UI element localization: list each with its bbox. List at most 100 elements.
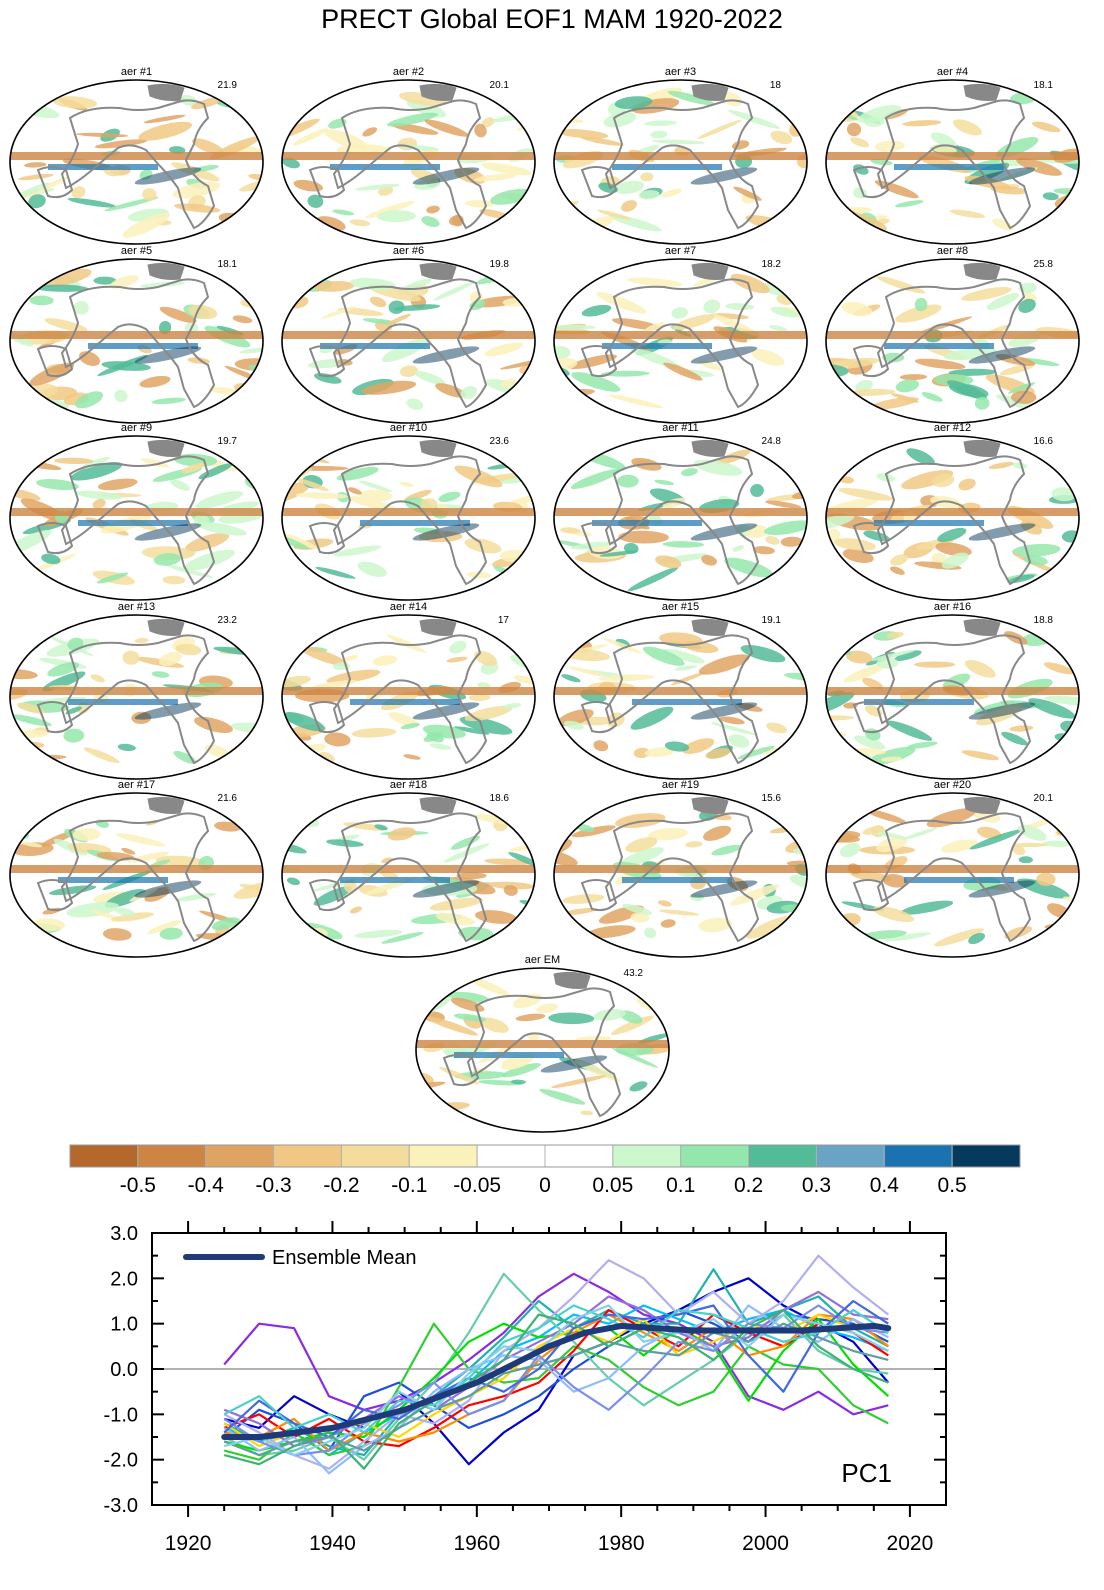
precip-pattern [181, 462, 207, 474]
equatorial-band-wet [864, 699, 974, 705]
precip-pattern [102, 928, 132, 941]
precip-pattern [614, 96, 653, 110]
precip-pattern [871, 830, 908, 839]
precip-pattern [609, 394, 664, 409]
precip-pattern [255, 383, 263, 393]
precip-pattern [593, 740, 609, 752]
equatorial-band-wet [874, 520, 984, 526]
map-label: aer #20 [934, 779, 971, 791]
precip-pattern [249, 207, 263, 215]
precip-pattern [510, 1079, 526, 1085]
greenland [691, 796, 729, 814]
precip-pattern [603, 112, 637, 128]
precip-pattern [882, 874, 908, 888]
precip-pattern [554, 324, 597, 331]
coastline-australia [852, 522, 890, 555]
precip-pattern [554, 206, 575, 219]
map-field [554, 439, 807, 592]
map-panel: aer #20 20.1 [825, 779, 1080, 958]
precip-pattern [67, 197, 117, 208]
colorbar-label: -0.1 [391, 1174, 427, 1197]
precip-pattern [617, 474, 639, 488]
precip-pattern [282, 157, 300, 169]
map-border [9, 792, 264, 958]
precip-pattern [446, 656, 468, 663]
precip-pattern [321, 305, 357, 319]
variance-label: 24.8 [762, 436, 782, 447]
precip-pattern [505, 451, 535, 468]
precip-pattern [862, 825, 884, 835]
equatorial-band-dry [826, 331, 1079, 339]
map-panel: aer #18 18.6 [281, 779, 536, 958]
ensemble-mean-line [221, 1322, 892, 1440]
precip-pattern [10, 813, 39, 823]
y-tick-label: -3.0 [104, 1495, 138, 1517]
precip-pattern [388, 300, 405, 314]
greenland [419, 262, 457, 280]
coastline-australia [36, 701, 74, 734]
equatorial-band-wet [340, 877, 450, 883]
precip-pattern [562, 287, 575, 295]
precip-pattern [895, 379, 920, 393]
precip-pattern [703, 825, 732, 841]
precip-pattern [104, 196, 159, 212]
map-border [281, 435, 536, 601]
precip-pattern [652, 139, 705, 145]
precip-pattern [906, 448, 935, 465]
precip-pattern [343, 654, 359, 662]
precip-pattern [90, 674, 105, 683]
precip-pattern [854, 735, 886, 750]
precip-pattern [611, 1047, 659, 1068]
precip-pattern [826, 98, 859, 121]
precip-pattern [580, 1110, 593, 1116]
precip-pattern [622, 903, 653, 915]
precip-pattern [372, 655, 398, 666]
precip-pattern [627, 277, 683, 287]
coastline [60, 455, 216, 586]
coastline [332, 99, 488, 230]
map-label: aer #15 [662, 601, 699, 613]
precip-pattern [620, 847, 664, 867]
precip-pattern [729, 884, 780, 906]
precip-pattern [974, 396, 990, 410]
map-field [282, 618, 535, 765]
precip-pattern [173, 750, 197, 764]
precip-pattern [770, 306, 799, 318]
precip-pattern [515, 286, 535, 300]
coastline [60, 812, 216, 943]
coastline-australia [852, 166, 890, 199]
map-panel: aer #5 18.1 [9, 245, 264, 424]
map-field [554, 262, 807, 412]
precip-pattern [560, 907, 599, 916]
precip-pattern [886, 631, 904, 639]
variance-label: 18.6 [490, 793, 510, 804]
precip-pattern [134, 637, 149, 644]
precip-pattern [826, 691, 855, 717]
map-label: aer #10 [390, 422, 427, 434]
map-label: aer #18 [390, 779, 427, 791]
precip-pattern [109, 275, 139, 289]
coastline-australia [580, 879, 618, 912]
greenland [963, 262, 1001, 280]
precip-pattern [47, 662, 80, 677]
equatorial-band-dry [826, 508, 1079, 516]
precip-pattern [76, 132, 129, 138]
precip-pattern [466, 976, 510, 996]
equatorial-band-dry [282, 152, 535, 160]
precip-pattern [469, 694, 491, 702]
coastline [876, 455, 1032, 586]
precip-pattern [501, 1063, 541, 1078]
precip-pattern [562, 894, 605, 904]
precip-pattern [400, 482, 415, 487]
colorbar-swatch [544, 1144, 614, 1168]
precip-pattern [214, 821, 242, 832]
map-border [553, 614, 808, 780]
precip-pattern [730, 273, 770, 294]
member-series-line [223, 1254, 889, 1470]
precip-pattern [850, 137, 869, 148]
coastline-australia [852, 701, 890, 734]
variance-label: 20.1 [1034, 793, 1054, 804]
precip-pattern [11, 274, 32, 288]
equatorial-band-wet [58, 877, 168, 883]
precip-pattern [315, 566, 356, 579]
